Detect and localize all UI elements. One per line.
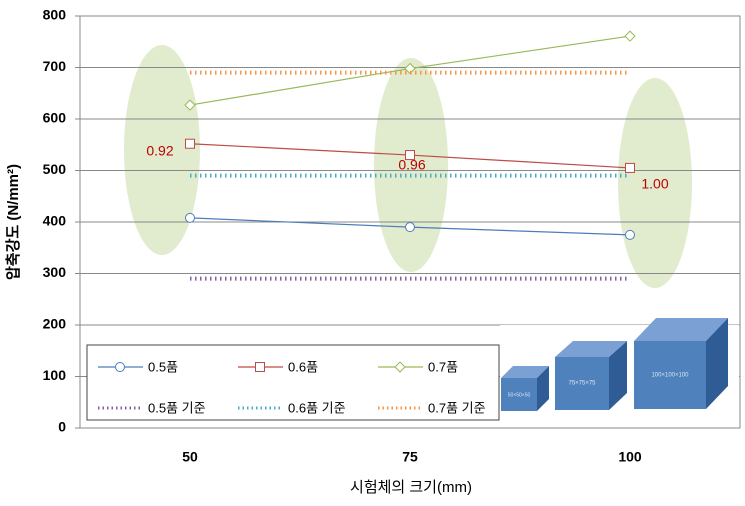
y-tick-label: 300 xyxy=(43,264,67,280)
specimen-label: 75×75×75 xyxy=(568,381,596,387)
y-tick-label: 800 xyxy=(43,7,67,23)
marker xyxy=(394,361,406,373)
cube: 50×50×50 xyxy=(501,366,549,411)
marker xyxy=(405,150,415,161)
y-axis-label: 압축강도 (N/mm²) xyxy=(4,164,22,280)
y-tick-label: 200 xyxy=(43,316,67,332)
x-tick-label: 50 xyxy=(182,449,198,465)
y-tick-label: 0 xyxy=(58,419,66,435)
marker xyxy=(624,30,636,42)
y-tick-label: 400 xyxy=(43,213,67,229)
x-tick-label: 100 xyxy=(618,449,642,465)
marker xyxy=(115,362,125,372)
y-tick-label: 500 xyxy=(43,161,67,177)
annotation: 0.92 xyxy=(146,143,173,159)
x-tick-label: 75 xyxy=(402,449,418,465)
cube: 75×75×75 xyxy=(555,341,627,410)
plot-border xyxy=(79,15,741,429)
annotation: 1.00 xyxy=(641,176,668,192)
marker xyxy=(255,362,265,372)
legend-label: 0.5품 기준 xyxy=(148,400,206,415)
legend-label: 0.6품 xyxy=(288,359,318,374)
x-axis-label: 시험체의 크기(mm) xyxy=(350,479,472,496)
y-tick-label: 600 xyxy=(43,110,67,126)
marker xyxy=(185,138,195,149)
legend-label: 0.6품 기준 xyxy=(288,400,346,415)
marker xyxy=(185,212,195,223)
y-tick-label: 100 xyxy=(43,367,67,383)
specimen-label: 100×100×100 xyxy=(651,373,689,379)
ellipse xyxy=(374,58,448,272)
cube: 100×100×100 xyxy=(634,318,728,409)
highlight-ellipses xyxy=(124,45,692,288)
marker xyxy=(625,229,635,240)
marker xyxy=(405,222,415,233)
ellipse xyxy=(124,45,200,255)
legend-label: 0.7품 기준 xyxy=(428,400,486,415)
legend xyxy=(86,344,500,421)
legend-label: 0.7품 xyxy=(428,359,458,374)
y-tick-label: 700 xyxy=(43,58,67,74)
marker xyxy=(625,162,635,173)
marker xyxy=(184,99,196,111)
annotation: 0.96 xyxy=(398,157,425,173)
specimen-label: 50×50×50 xyxy=(508,392,531,398)
legend-label: 0.5품 xyxy=(148,359,178,374)
ellipse xyxy=(618,78,692,288)
